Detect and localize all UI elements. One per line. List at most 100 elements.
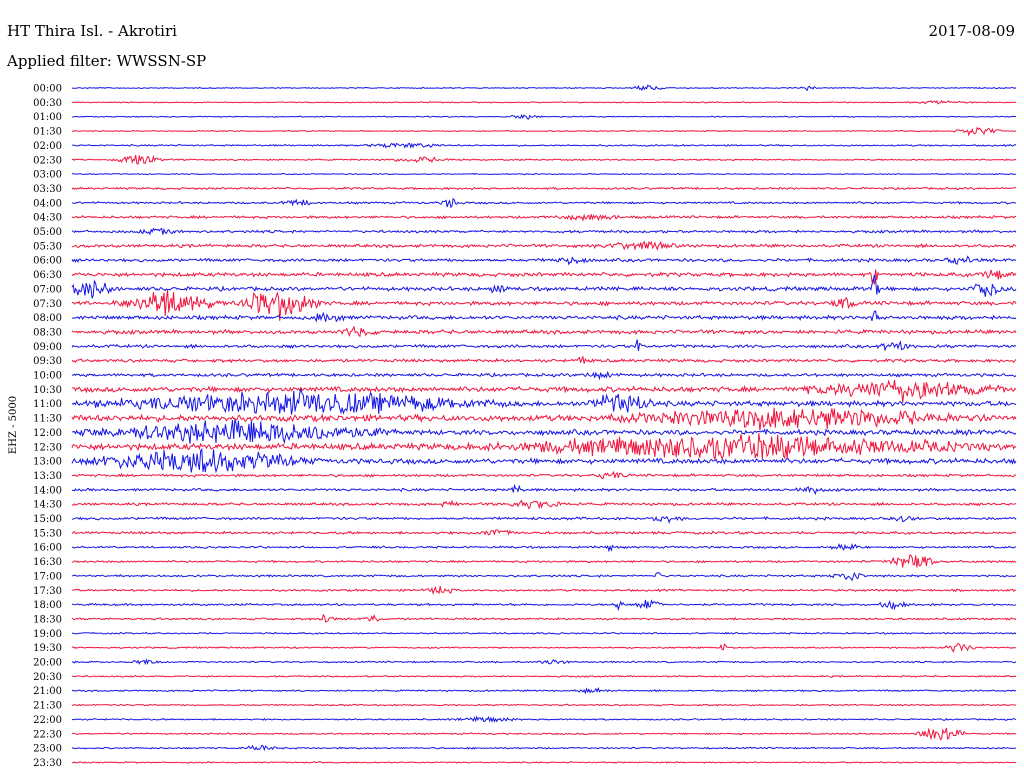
time-tick-label: 11:30 bbox=[33, 414, 62, 425]
trace-line bbox=[71, 433, 1017, 461]
trace-line bbox=[71, 631, 1017, 635]
trace-line bbox=[71, 387, 1017, 415]
trace-line bbox=[71, 744, 1017, 752]
time-tick-label: 22:30 bbox=[33, 729, 62, 740]
trace-line bbox=[71, 447, 1017, 474]
trace-line bbox=[71, 571, 1017, 582]
time-tick-label: 17:00 bbox=[33, 571, 62, 582]
time-tick-label: 03:30 bbox=[33, 184, 62, 195]
trace-line bbox=[71, 542, 1017, 553]
trace-line bbox=[71, 727, 1017, 741]
trace-line bbox=[72, 674, 1017, 678]
time-tick-label: 11:00 bbox=[33, 399, 62, 410]
trace-line bbox=[71, 529, 1017, 536]
time-tick-label: 20:30 bbox=[33, 672, 62, 683]
trace-line bbox=[71, 255, 1017, 266]
time-tick-label: 06:30 bbox=[33, 270, 62, 281]
time-tick-label: 07:00 bbox=[33, 284, 62, 295]
time-tick-label: 05:30 bbox=[33, 241, 62, 252]
trace-line bbox=[71, 269, 1017, 285]
trace-line bbox=[71, 290, 1017, 321]
time-tick-label: 16:30 bbox=[33, 557, 62, 568]
trace-line bbox=[71, 325, 1017, 338]
time-tick-label: 13:30 bbox=[33, 471, 62, 482]
station-title: HT Thira Isl. - Akrotiri bbox=[7, 22, 177, 40]
trace-line bbox=[71, 339, 1017, 352]
trace-line bbox=[71, 407, 1017, 431]
time-tick-label: 00:30 bbox=[33, 98, 62, 109]
trace-line bbox=[71, 370, 1017, 381]
time-tick-label: 05:00 bbox=[33, 227, 62, 238]
trace-line bbox=[71, 419, 1017, 445]
trace-line bbox=[71, 554, 1017, 568]
time-tick-label: 01:00 bbox=[33, 112, 62, 123]
trace-line bbox=[71, 715, 1017, 723]
seismic-traces bbox=[71, 84, 1017, 764]
trace-line bbox=[71, 379, 1017, 403]
time-tick-label: 23:30 bbox=[33, 758, 62, 769]
trace-line bbox=[71, 483, 1017, 496]
time-tick-label: 01:30 bbox=[33, 127, 62, 138]
time-tick-label: 08:00 bbox=[33, 313, 62, 324]
time-tick-label: 09:00 bbox=[33, 342, 62, 353]
time-tick-label: 12:00 bbox=[33, 428, 62, 439]
trace-line bbox=[71, 310, 1017, 323]
trace-line bbox=[71, 642, 1017, 653]
trace-line bbox=[71, 240, 1017, 251]
trace-line bbox=[71, 470, 1017, 480]
time-tick-label: 19:00 bbox=[33, 629, 62, 640]
trace-line bbox=[71, 213, 1017, 222]
trace-line bbox=[71, 186, 1017, 191]
time-tick-label: 16:00 bbox=[33, 543, 62, 554]
time-tick-label: 21:00 bbox=[33, 686, 62, 697]
time-tick-label: 14:00 bbox=[33, 485, 62, 496]
trace-line bbox=[71, 142, 1017, 149]
time-tick-label: 15:30 bbox=[33, 528, 62, 539]
time-tick-label: 03:00 bbox=[33, 170, 62, 181]
trace-line bbox=[71, 172, 1016, 176]
trace-line bbox=[71, 599, 1017, 612]
time-tick-label: 04:30 bbox=[33, 213, 62, 224]
time-tick-label: 04:00 bbox=[33, 198, 62, 209]
time-tick-label: 12:30 bbox=[33, 442, 62, 453]
trace-line bbox=[71, 274, 1017, 299]
trace-line bbox=[71, 761, 1017, 764]
trace-line bbox=[71, 126, 1017, 137]
time-tick-label: 02:30 bbox=[33, 155, 62, 166]
time-tick-label: 23:00 bbox=[33, 744, 62, 755]
time-tick-label: 00:00 bbox=[33, 84, 62, 95]
trace-line bbox=[71, 197, 1016, 209]
time-tick-label: 10:00 bbox=[33, 371, 62, 382]
time-tick-label: 08:30 bbox=[33, 327, 62, 338]
time-tick-label: 15:00 bbox=[33, 514, 62, 525]
time-tick-label: 07:30 bbox=[33, 299, 62, 310]
trace-line bbox=[71, 99, 1017, 105]
trace-line bbox=[71, 499, 1017, 510]
filter-label: Applied filter: WWSSN-SP bbox=[6, 52, 206, 70]
date-label: 2017-08-09 bbox=[929, 22, 1015, 40]
trace-line bbox=[71, 227, 1017, 236]
trace-line bbox=[71, 515, 1017, 524]
time-labels: 00:00 00:30 01:00 01:30 02:00 02:30 03:00 03:30… bbox=[33, 84, 62, 769]
trace-line bbox=[71, 154, 1017, 165]
time-tick-label: 19:30 bbox=[33, 643, 62, 654]
trace-line bbox=[71, 585, 1017, 596]
time-tick-label: 02:00 bbox=[33, 141, 62, 152]
time-tick-label: 18:00 bbox=[33, 600, 62, 611]
time-tick-label: 21:30 bbox=[33, 701, 62, 712]
time-tick-label: 17:30 bbox=[33, 586, 62, 597]
trace-line bbox=[71, 355, 1017, 364]
time-tick-label: 06:00 bbox=[33, 256, 62, 267]
trace-line bbox=[71, 613, 1017, 623]
time-tick-label: 18:30 bbox=[33, 614, 62, 625]
trace-line bbox=[71, 113, 1017, 120]
trace-line bbox=[71, 658, 1017, 666]
trace-line bbox=[71, 84, 1017, 92]
time-tick-label: 20:00 bbox=[33, 658, 62, 669]
time-tick-label: 14:30 bbox=[33, 500, 62, 511]
time-tick-label: 10:30 bbox=[33, 385, 62, 396]
time-tick-label: 09:30 bbox=[33, 356, 62, 367]
time-tick-label: 22:00 bbox=[33, 715, 62, 726]
channel-label: EHZ - 5000 bbox=[8, 396, 19, 454]
